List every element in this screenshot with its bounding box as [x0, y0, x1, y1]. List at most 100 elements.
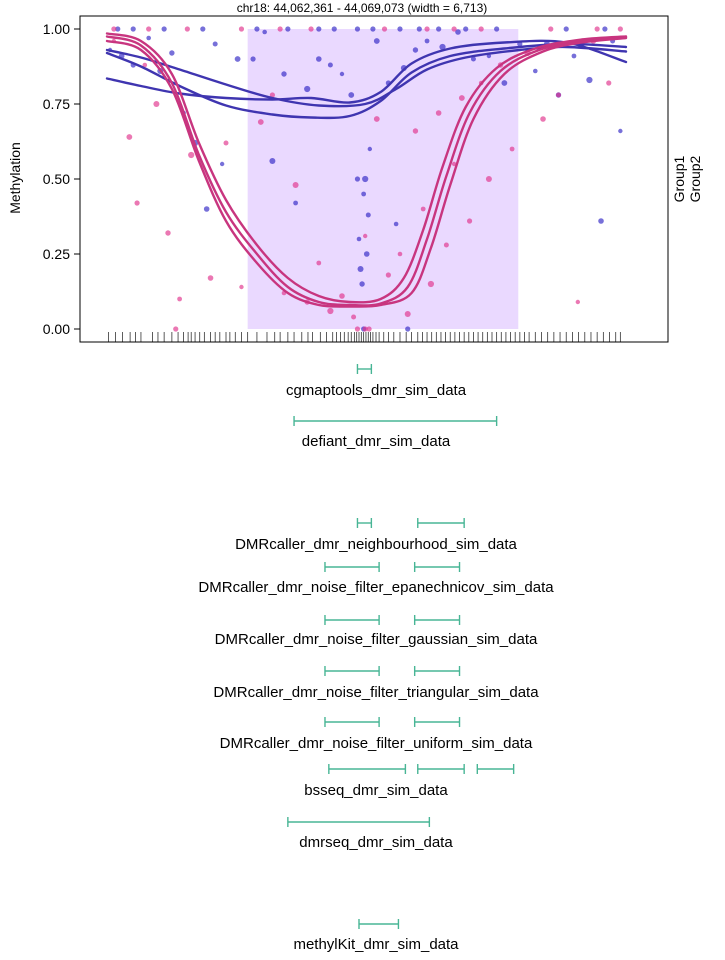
dmr-interval	[287, 817, 431, 827]
point-group2	[381, 26, 388, 32]
dmr-interval	[324, 666, 380, 676]
point-group1	[373, 38, 380, 44]
point-group1	[212, 41, 218, 47]
point-group1	[315, 56, 322, 62]
point-group2	[594, 26, 600, 32]
point-group2	[509, 146, 515, 152]
y-tick-label: 0.75	[43, 96, 70, 112]
point-group1	[618, 128, 623, 134]
track-label: dmrseq_dmr_sim_data	[299, 834, 453, 851]
dmr-interval	[293, 416, 498, 426]
point-group2	[292, 182, 299, 188]
point-group2	[238, 26, 245, 32]
point-group1	[436, 26, 442, 32]
cpg-rug	[108, 332, 621, 342]
point-group2	[366, 326, 372, 332]
track-label: bsseq_dmr_sim_data	[304, 782, 448, 799]
point-group1	[494, 26, 500, 32]
smooth-curve-group2	[105, 36, 628, 308]
point-group2	[207, 275, 214, 281]
point-group2	[443, 242, 449, 248]
point-group1	[424, 38, 430, 44]
point-group1	[200, 26, 206, 32]
track-label: DMRcaller_dmr_noise_filter_epanechnicov_…	[198, 579, 554, 596]
point-group1	[362, 175, 369, 183]
y-tick-label: 0.25	[43, 246, 70, 262]
point-group2	[223, 140, 229, 146]
smooth-curve-group1	[105, 45, 628, 108]
smooth-curve-group2	[105, 32, 628, 304]
point-group2	[373, 116, 380, 122]
point-group2	[257, 119, 264, 125]
point-group1	[130, 26, 136, 32]
legend-entry-group2: Group2	[687, 155, 703, 202]
point-group1	[354, 26, 361, 32]
point-group1	[412, 47, 419, 53]
dmr-interval	[417, 518, 465, 528]
point-group2	[485, 176, 492, 182]
dmr-interval	[324, 717, 380, 727]
point-group2	[142, 62, 148, 68]
point-group2	[397, 251, 403, 257]
point-group1	[470, 56, 476, 62]
point-group1	[331, 26, 337, 32]
point-group2	[184, 26, 190, 32]
legend: Group1 Group2	[671, 155, 703, 202]
smooth-curve-group1	[105, 42, 628, 120]
point-group1	[397, 26, 403, 32]
point-group2	[316, 260, 322, 266]
point-group1	[602, 26, 608, 32]
point-group2	[173, 326, 179, 332]
point-group2	[575, 299, 581, 305]
point-group1	[463, 26, 469, 32]
track-label: methylKit_dmr_sim_data	[293, 936, 459, 953]
point-group1	[416, 26, 422, 32]
chart-title: chr18: 44,062,361 - 44,069,073 (width = …	[237, 1, 488, 15]
point-group2	[188, 151, 195, 159]
dmr-tracks: cgmaptools_dmr_sim_data defiant_dmr_sim_d…	[198, 364, 554, 953]
point-group1	[254, 26, 260, 32]
point-group2	[165, 230, 171, 236]
point-group2	[339, 293, 345, 299]
point-group1	[367, 146, 373, 152]
point-group1	[304, 85, 311, 93]
point-group2	[126, 134, 133, 140]
track-label: defiant_dmr_sim_data	[302, 433, 451, 450]
point-group1	[586, 76, 593, 84]
point-group2	[362, 326, 368, 332]
point-group2	[354, 326, 361, 332]
point-group2	[153, 101, 160, 107]
dmr-interval	[358, 919, 400, 929]
point-group1	[169, 50, 175, 56]
dmr-interval	[356, 518, 373, 528]
point-group2	[327, 307, 334, 315]
point-group2	[424, 26, 430, 32]
point-group2	[239, 284, 244, 290]
dmr-interval	[413, 717, 461, 727]
point-group1	[439, 43, 446, 51]
y-axis-label: Methylation	[7, 142, 23, 214]
point-group2	[466, 218, 473, 224]
point-group2	[111, 26, 117, 32]
point-group1	[393, 221, 399, 227]
point-group2	[435, 110, 442, 116]
dmr-interval	[324, 562, 380, 572]
point-group2	[177, 296, 183, 302]
point-group1	[348, 92, 355, 98]
plot-area	[79, 15, 669, 343]
point-group2	[385, 272, 391, 278]
point-group2	[548, 26, 554, 32]
track-label: DMRcaller_dmr_noise_filter_uniform_sim_d…	[220, 735, 533, 752]
point-group2	[134, 200, 140, 206]
point-group1	[219, 161, 225, 167]
point-group1	[269, 158, 276, 164]
dmr-interval	[413, 615, 461, 625]
point-group1	[598, 218, 604, 224]
y-tick-label: 0.00	[43, 321, 70, 337]
point-group1	[501, 80, 508, 86]
point-group1	[363, 251, 370, 257]
smooth-curves-layer	[105, 32, 628, 308]
point-group2	[540, 116, 546, 122]
point-group2	[427, 280, 435, 288]
